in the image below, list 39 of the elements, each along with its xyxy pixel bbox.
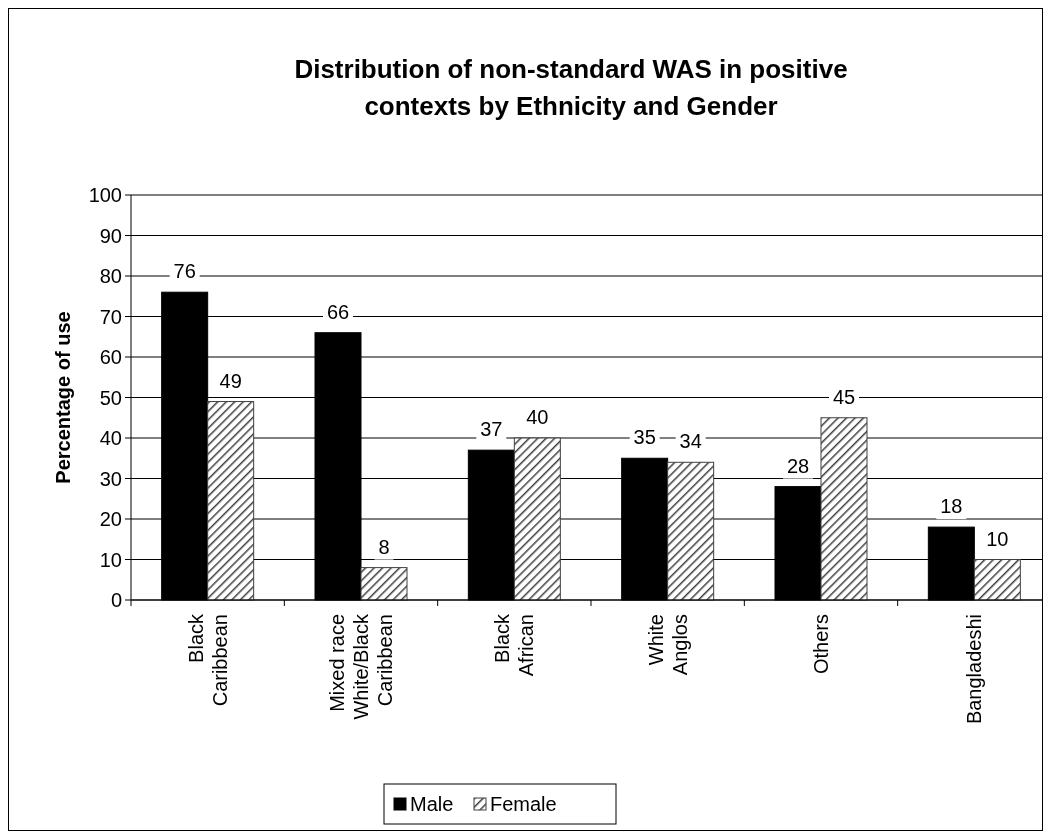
legend-label: Male xyxy=(410,793,454,815)
data-label: 28 xyxy=(786,454,810,477)
y-tick-label: 30 xyxy=(99,467,122,490)
x-tick-label: Mixed race White/Black Caribbean xyxy=(326,613,396,720)
x-tick-label: Others xyxy=(810,614,832,675)
data-label: 35 xyxy=(633,426,656,449)
y-tick-label: 10 xyxy=(99,548,122,571)
y-tick-label: 0 xyxy=(110,589,122,611)
data-label: 8 xyxy=(378,535,390,558)
bar xyxy=(360,567,408,601)
data-label: 34 xyxy=(679,430,702,453)
data-label: 66 xyxy=(326,300,350,323)
y-tick-label: 70 xyxy=(99,305,122,328)
y-tick-label: 100 xyxy=(88,184,122,206)
y-tick-label: 80 xyxy=(99,265,122,287)
bar xyxy=(820,417,868,601)
data-label: 49 xyxy=(219,369,242,392)
y-tick-label: 40 xyxy=(99,427,122,449)
y-tick-label: 20 xyxy=(99,508,122,530)
y-tick-label: 90 xyxy=(99,224,122,247)
data-label: 10 xyxy=(986,527,1009,550)
legend-label: Female xyxy=(490,793,557,815)
y-tick-label: 60 xyxy=(99,346,122,368)
data-label: 40 xyxy=(526,406,549,428)
y-tick-label: 50 xyxy=(99,386,122,409)
x-tick-label: Black Caribbean xyxy=(184,613,231,707)
x-tick-label: Bangladeshi xyxy=(963,614,986,725)
bar xyxy=(667,461,715,601)
data-label: 76 xyxy=(173,260,196,283)
data-label: 18 xyxy=(940,495,963,518)
x-tick-label: Black African xyxy=(491,613,538,677)
data-label: 45 xyxy=(832,385,856,408)
data-label: 37 xyxy=(480,418,503,441)
bar xyxy=(973,559,1021,601)
x-tick-label: White Anglos xyxy=(644,614,691,676)
bar xyxy=(513,437,561,601)
y-axis-title: Percentage of use xyxy=(52,311,74,484)
bar xyxy=(207,401,255,601)
chart-title: Distribution of non-standard WAS in positive contexts by Ethnicity and Gender xyxy=(294,54,848,121)
